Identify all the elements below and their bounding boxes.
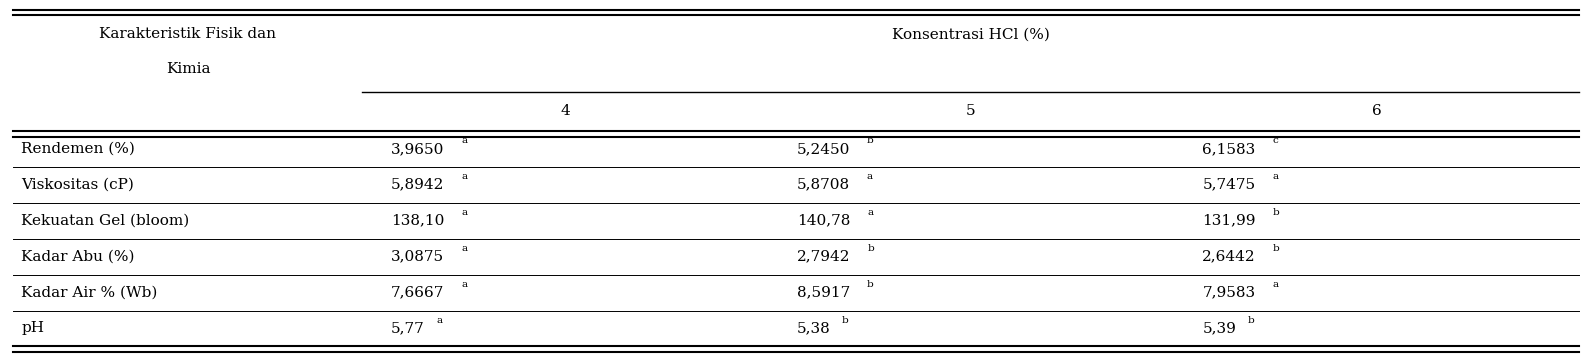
Text: a: a xyxy=(437,316,441,325)
Text: 5,7475: 5,7475 xyxy=(1202,178,1256,192)
Text: 2,7942: 2,7942 xyxy=(797,250,850,263)
Text: Viskositas (cP): Viskositas (cP) xyxy=(21,178,135,192)
Text: Karakteristik Fisik dan: Karakteristik Fisik dan xyxy=(100,27,276,41)
Text: b: b xyxy=(867,244,873,253)
Text: 8,5917: 8,5917 xyxy=(797,286,850,299)
Text: 5,39: 5,39 xyxy=(1202,321,1235,335)
Text: 7,6667: 7,6667 xyxy=(391,286,445,299)
Text: 131,99: 131,99 xyxy=(1202,214,1256,228)
Text: 7,9583: 7,9583 xyxy=(1202,286,1256,299)
Text: a: a xyxy=(867,172,873,181)
Text: 6: 6 xyxy=(1372,104,1382,119)
Text: b: b xyxy=(842,316,848,325)
Text: a: a xyxy=(462,136,467,145)
Text: Rendemen (%): Rendemen (%) xyxy=(21,142,135,156)
Text: 5: 5 xyxy=(966,104,975,119)
Text: a: a xyxy=(1272,280,1278,289)
Text: b: b xyxy=(867,136,873,145)
Text: 3,9650: 3,9650 xyxy=(391,142,445,156)
Text: a: a xyxy=(867,208,873,217)
Text: 138,10: 138,10 xyxy=(391,214,445,228)
Text: Konsentrasi HCl (%): Konsentrasi HCl (%) xyxy=(892,27,1050,41)
Text: b: b xyxy=(1274,244,1280,253)
Text: 140,78: 140,78 xyxy=(797,214,850,228)
Text: 5,8942: 5,8942 xyxy=(391,178,445,192)
Text: Kekuatan Gel (bloom): Kekuatan Gel (bloom) xyxy=(21,214,189,228)
Text: 5,8708: 5,8708 xyxy=(797,178,850,192)
Text: b: b xyxy=(1248,316,1255,325)
Text: c: c xyxy=(1272,136,1278,145)
Text: 5,77: 5,77 xyxy=(391,321,424,335)
Text: a: a xyxy=(462,280,467,289)
Text: Kadar Abu (%): Kadar Abu (%) xyxy=(21,250,135,263)
Text: Kimia: Kimia xyxy=(165,62,210,76)
Text: a: a xyxy=(461,244,467,253)
Text: b: b xyxy=(1274,208,1280,217)
Text: a: a xyxy=(1272,172,1278,181)
Text: 5,38: 5,38 xyxy=(797,321,831,335)
Text: Kadar Air % (Wb): Kadar Air % (Wb) xyxy=(21,286,157,299)
Text: pH: pH xyxy=(21,321,44,335)
Text: 5,2450: 5,2450 xyxy=(797,142,850,156)
Text: a: a xyxy=(462,208,467,217)
Text: 4: 4 xyxy=(561,104,570,119)
Text: b: b xyxy=(867,280,873,289)
Text: a: a xyxy=(462,172,467,181)
Text: 3,0875: 3,0875 xyxy=(391,250,445,263)
Text: 2,6442: 2,6442 xyxy=(1202,250,1256,263)
Text: 6,1583: 6,1583 xyxy=(1202,142,1256,156)
